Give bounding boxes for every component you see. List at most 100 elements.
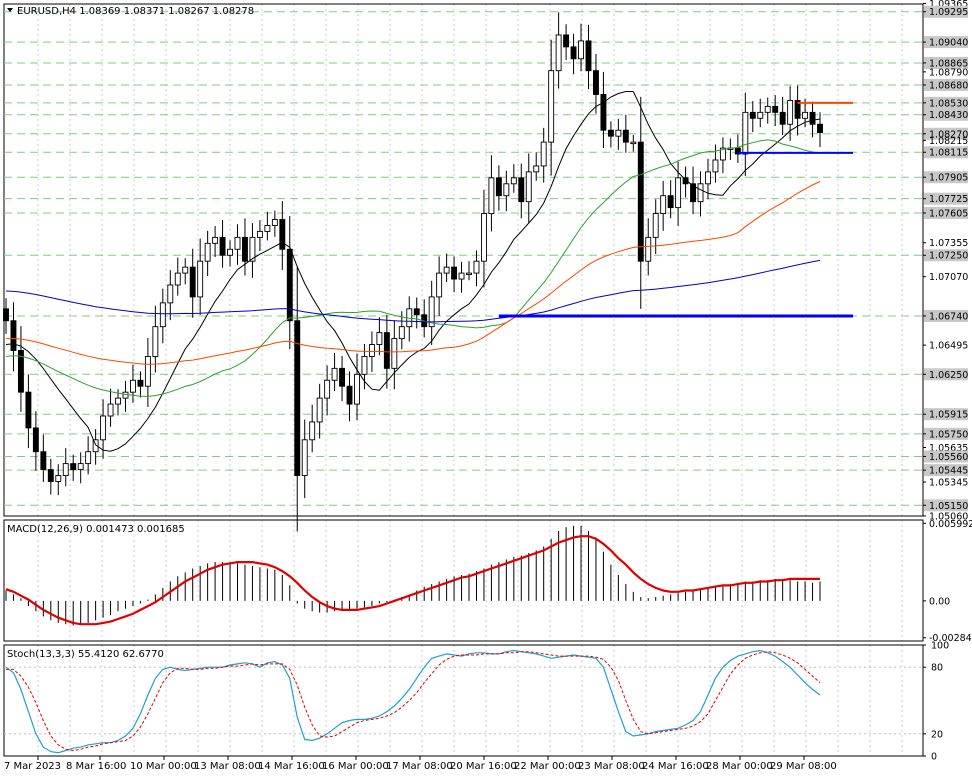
- candle-body: [159, 302, 166, 328]
- candle-body: [279, 219, 286, 250]
- price-level-box: [924, 171, 968, 184]
- candle-body: [25, 391, 32, 429]
- candle-body: [518, 177, 525, 203]
- candle-body: [301, 439, 308, 476]
- candle-body: [17, 350, 24, 393]
- price-tick-label: 1.06740: [929, 311, 968, 322]
- stoch-panel-border: [3, 644, 924, 757]
- candle-body: [100, 415, 107, 441]
- candle-body: [600, 94, 607, 131]
- candle-body: [227, 248, 233, 256]
- macd-panel: 0.005992 0.00 -0.002848 MACD(12,26,9) 0.001…: [5, 519, 972, 644]
- candle-body: [555, 34, 562, 72]
- time-axis-label: 24 Mar 16:00: [642, 761, 709, 772]
- candle-body: [809, 111, 816, 125]
- candle-body: [32, 427, 39, 453]
- candle-body: [256, 230, 263, 238]
- price-level-box: [924, 56, 968, 69]
- price-level-box: [924, 108, 968, 121]
- time-axis-label: 8 Mar 16:00: [66, 761, 126, 772]
- candle-body: [503, 183, 510, 197]
- candle-body: [85, 451, 92, 465]
- stoch-tick-label: 20: [931, 729, 943, 740]
- macd-header: MACD(12,26,9) 0.001473 0.001685: [7, 524, 185, 535]
- time-axis-label: 17 Mar 08:00: [386, 761, 453, 772]
- candle-body: [182, 266, 189, 274]
- candle-body: [540, 141, 547, 167]
- candle-body: [660, 195, 667, 215]
- macd-panel-border: [3, 519, 924, 642]
- candle-body: [383, 332, 390, 369]
- candle-body: [428, 296, 435, 328]
- candle-body: [510, 177, 517, 185]
- candle-body: [219, 236, 226, 256]
- candle-body: [742, 111, 749, 155]
- price-tick-label: 1.07355: [929, 238, 968, 249]
- price-level-box: [924, 464, 968, 477]
- candle-body: [480, 213, 487, 262]
- candle-body: [570, 46, 577, 60]
- candle-body: [675, 177, 682, 209]
- stoch-main-line: [5, 649, 821, 754]
- macd-signal-line: [5, 535, 820, 626]
- time-axis-label: 20 Mar 16:00: [450, 761, 517, 772]
- price-tick-label: 1.05750: [929, 429, 968, 440]
- candle-body: [77, 463, 84, 471]
- stoch-tick-label: 100: [931, 641, 949, 652]
- candle-body: [62, 463, 69, 476]
- moving-average-line: [5, 91, 821, 452]
- candle-body: [144, 355, 151, 387]
- candle-body: [548, 70, 555, 143]
- price-tick-label: 1.08270: [929, 129, 968, 140]
- candle-body: [690, 183, 696, 203]
- time-axis-label: 16 Mar 00:00: [322, 761, 389, 772]
- candle-body: [443, 266, 450, 274]
- price-tick-label: 1.05915: [929, 410, 968, 421]
- price-tick-label: 1.05560: [929, 452, 968, 463]
- price-level-box: [924, 146, 968, 159]
- price-level-box: [924, 78, 968, 91]
- price-tick-label: 1.07905: [929, 173, 968, 184]
- candle-body: [294, 320, 301, 476]
- price-tick-label: 1.07725: [929, 194, 968, 205]
- price-level-box: [924, 206, 968, 219]
- time-axis-label: 29 Mar 08:00: [770, 761, 837, 772]
- candle-body: [697, 183, 704, 203]
- candle-body: [376, 332, 383, 345]
- time-axis-label: 7 Mar 2023: [4, 761, 61, 772]
- candle-body: [458, 272, 465, 280]
- price-level-box: [924, 36, 968, 49]
- price-tick-label: 1.09295: [929, 7, 968, 18]
- candle-body: [234, 236, 241, 250]
- price-tick-label: 1.07070: [929, 272, 968, 283]
- price-level-box: [924, 368, 968, 381]
- candle-body: [712, 159, 719, 173]
- price-tick-label: 1.05150: [929, 501, 968, 512]
- price-tick-label: 1.05345: [929, 478, 968, 489]
- candle-body: [533, 165, 540, 173]
- stoch-tick-label: 80: [931, 663, 943, 674]
- candle-body: [436, 272, 443, 298]
- candle-body: [593, 70, 599, 95]
- time-axis-label: 28 Mar 00:00: [706, 761, 773, 772]
- price-level-box: [924, 309, 968, 322]
- candle-body: [197, 260, 204, 298]
- price-level-box: [924, 249, 968, 262]
- candle-body: [324, 379, 331, 399]
- price-tick-label: 1.05635: [929, 443, 968, 454]
- price-tick-label: 1.08680: [929, 80, 968, 91]
- candle-body: [451, 266, 458, 280]
- candle-body: [331, 367, 338, 381]
- candle-body: [779, 111, 786, 125]
- candle-body: [189, 266, 196, 298]
- time-axis-label: 10 Mar 00:00: [130, 761, 197, 772]
- candles: [3, 12, 823, 532]
- price-level-box: [924, 127, 968, 140]
- candle-body: [622, 129, 629, 143]
- price-panel-border: [3, 3, 924, 517]
- price-tick-label: 1.08215: [929, 136, 968, 147]
- candle-body: [705, 171, 711, 185]
- price-tick-label: 1.08115: [929, 148, 968, 159]
